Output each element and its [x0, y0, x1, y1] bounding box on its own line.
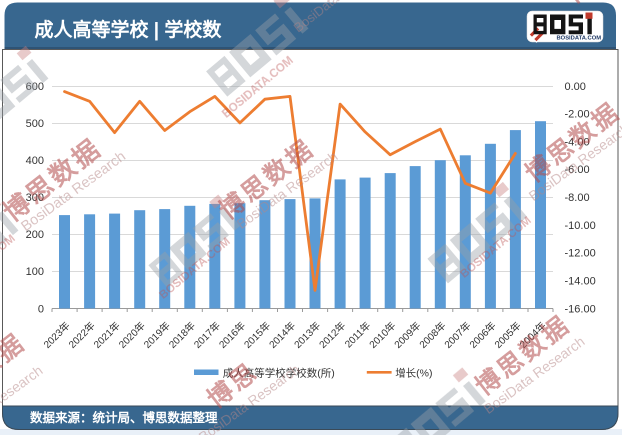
svg-text:-4.00: -4.00 [565, 136, 590, 148]
svg-text:400: 400 [26, 155, 44, 167]
svg-text:200: 200 [26, 229, 44, 241]
svg-text:-12.00: -12.00 [565, 248, 596, 260]
svg-text:0.00: 0.00 [565, 81, 586, 93]
svg-text:-10.00: -10.00 [565, 220, 596, 232]
svg-text:500: 500 [26, 118, 44, 130]
svg-text:BOSIDATA.COM: BOSIDATA.COM [557, 35, 602, 41]
svg-text:0: 0 [38, 303, 44, 315]
svg-text:-8.00: -8.00 [565, 192, 590, 204]
svg-text:300: 300 [26, 192, 44, 204]
svg-text:成人高等学校学校数(所): 成人高等学校学校数(所) [223, 367, 335, 380]
svg-text:数据来源：统计局、博思数据整理: 数据来源：统计局、博思数据整理 [29, 410, 218, 425]
svg-text:-16.00: -16.00 [565, 303, 596, 315]
svg-text:增长(%): 增长(%) [395, 367, 432, 380]
svg-text:-2.00: -2.00 [565, 109, 590, 121]
svg-text:成人高等学校 | 学校数: 成人高等学校 | 学校数 [35, 18, 223, 41]
svg-text:-14.00: -14.00 [565, 276, 596, 288]
svg-text:100: 100 [26, 266, 44, 278]
svg-text:-6.00: -6.00 [565, 164, 590, 176]
